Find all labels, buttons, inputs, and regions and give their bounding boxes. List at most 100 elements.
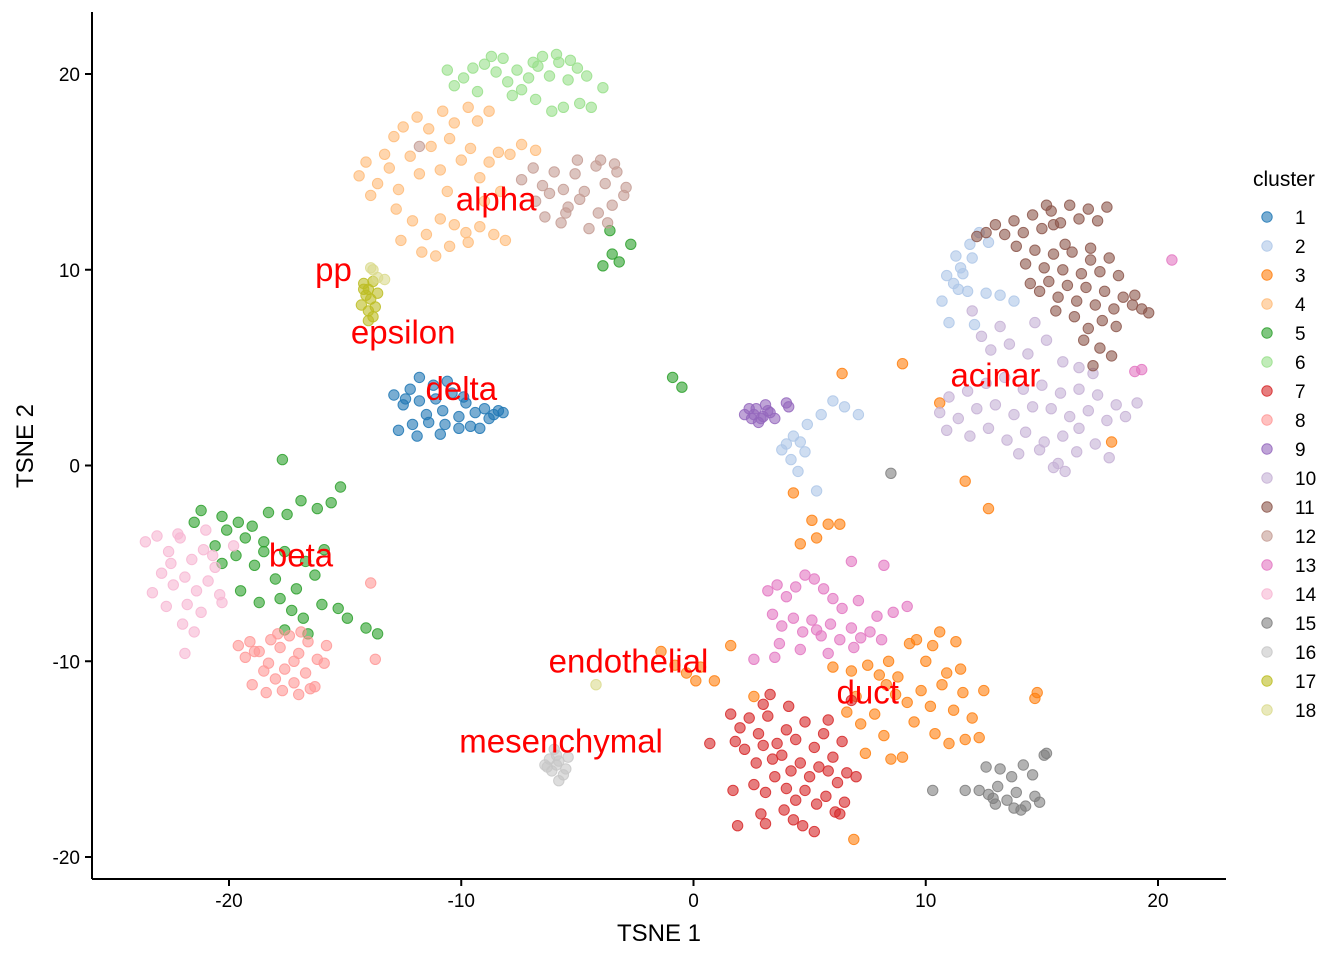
data-point (1040, 199, 1053, 211)
series-12 (413, 140, 632, 235)
data-point (769, 771, 781, 783)
data-point (845, 622, 858, 634)
data-point (492, 146, 505, 159)
data-point (954, 663, 967, 675)
data-point (416, 246, 428, 258)
data-point (810, 624, 823, 636)
data-point (808, 825, 820, 838)
data-point (999, 371, 1011, 384)
data-point (269, 573, 282, 585)
data-point (966, 712, 978, 724)
y-axis-title: TSNE 2 (12, 404, 39, 488)
data-point (244, 636, 256, 648)
data-point (302, 636, 314, 648)
data-point (290, 583, 303, 595)
data-point (1050, 305, 1062, 317)
data-point (824, 618, 837, 630)
data-point (1129, 365, 1141, 378)
data-point (848, 641, 860, 654)
data-point (383, 162, 395, 174)
data-point (892, 671, 904, 683)
data-point (608, 158, 621, 170)
data-point (1071, 295, 1083, 307)
data-point (571, 62, 584, 74)
data-point (785, 453, 797, 466)
data-point (936, 295, 948, 307)
data-point (901, 600, 913, 613)
data-point (771, 737, 783, 750)
legend-item: 5 (1261, 324, 1306, 345)
data-point (564, 54, 577, 66)
data-point (964, 430, 976, 442)
data-point (1001, 434, 1013, 446)
data-point (1008, 295, 1020, 307)
series-18 (365, 262, 602, 691)
data-point (806, 514, 818, 526)
data-point (850, 771, 862, 783)
data-point (980, 287, 992, 299)
data-point (457, 72, 470, 84)
data-point (1073, 213, 1085, 225)
data-point (548, 743, 560, 755)
data-point (994, 763, 1006, 775)
data-point (973, 784, 985, 797)
data-point (978, 684, 990, 697)
data-point (708, 675, 721, 687)
data-point (980, 761, 992, 773)
data-point (1103, 252, 1115, 264)
data-point (594, 154, 607, 166)
legend-label: 2 (1295, 237, 1306, 258)
data-point (502, 76, 514, 88)
data-point (195, 504, 207, 517)
data-point (776, 444, 788, 456)
data-point (896, 358, 909, 370)
data-point (478, 58, 491, 70)
legend-item: 6 (1261, 353, 1306, 374)
cluster-label: acinar (950, 357, 1040, 394)
data-point (146, 587, 159, 599)
data-point (820, 790, 832, 802)
data-point (216, 510, 228, 523)
data-point (529, 93, 542, 106)
data-point (1008, 408, 1020, 421)
data-point (437, 405, 449, 417)
data-point (548, 166, 560, 178)
legend-swatch (1261, 298, 1273, 310)
data-point (799, 716, 811, 728)
data-point (536, 50, 549, 63)
data-point (522, 72, 535, 84)
data-point (207, 549, 219, 562)
data-point (776, 620, 788, 632)
data-point (1094, 342, 1106, 354)
data-point (553, 775, 565, 787)
data-point (1043, 275, 1055, 288)
data-point (462, 101, 474, 114)
data-point (810, 798, 823, 810)
data-point (792, 465, 804, 478)
data-point (613, 256, 625, 268)
data-point (992, 780, 1004, 793)
data-point (320, 639, 333, 652)
data-point (353, 170, 365, 182)
data-point (1024, 277, 1037, 290)
legend-swatch (1261, 472, 1273, 484)
data-point (987, 792, 999, 804)
data-point (511, 64, 523, 76)
data-point (202, 575, 214, 587)
legend-swatch (1261, 501, 1273, 513)
data-point (1008, 802, 1020, 814)
legend-swatch (1261, 646, 1273, 658)
series-6 (441, 48, 609, 117)
data-point (495, 185, 507, 198)
data-point (499, 234, 512, 247)
legend-item: 7 (1261, 382, 1306, 403)
data-point (855, 718, 867, 730)
data-point (1047, 461, 1060, 474)
data-point (515, 138, 528, 151)
data-point (413, 371, 426, 384)
data-point (790, 581, 802, 593)
data-point (188, 626, 200, 638)
data-point (1082, 405, 1095, 417)
legend-label: 11 (1295, 498, 1315, 519)
